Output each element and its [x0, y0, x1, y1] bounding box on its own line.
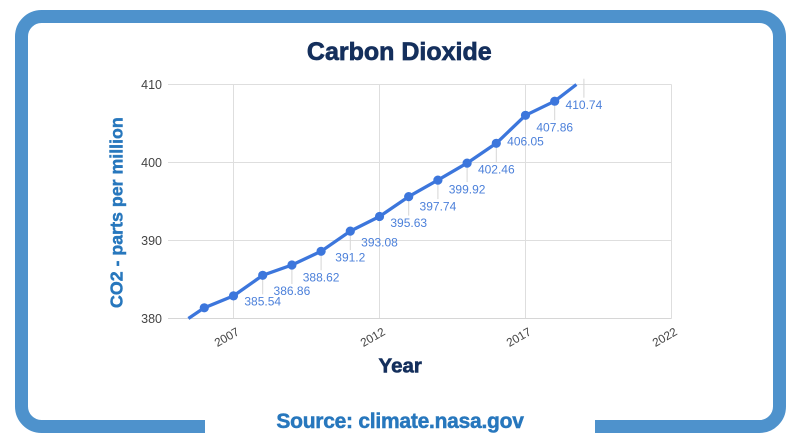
svg-text:Year: Year: [379, 355, 422, 378]
svg-text:388.62: 388.62: [303, 271, 340, 285]
svg-text:Carbon Dioxide: Carbon Dioxide: [307, 38, 492, 66]
svg-text:397.74: 397.74: [420, 199, 457, 213]
svg-text:390: 390: [141, 234, 162, 248]
svg-text:Source: climate.nasa.gov: Source: climate.nasa.gov: [276, 410, 524, 433]
svg-text:407.86: 407.86: [536, 120, 573, 134]
svg-text:402.46: 402.46: [478, 163, 515, 177]
svg-text:406.05: 406.05: [507, 135, 544, 149]
svg-text:380: 380: [141, 312, 162, 326]
svg-text:399.92: 399.92: [449, 182, 486, 196]
svg-text:CO2 - parts per million: CO2 - parts per million: [107, 117, 127, 308]
svg-text:400: 400: [141, 156, 162, 170]
svg-text:391.2: 391.2: [335, 250, 365, 264]
svg-text:386.86: 386.86: [274, 284, 311, 298]
svg-text:393.08: 393.08: [361, 236, 398, 250]
svg-text:410: 410: [141, 78, 162, 92]
svg-text:410.74: 410.74: [566, 98, 603, 112]
svg-text:385.54: 385.54: [244, 295, 281, 309]
svg-text:395.63: 395.63: [390, 216, 427, 230]
